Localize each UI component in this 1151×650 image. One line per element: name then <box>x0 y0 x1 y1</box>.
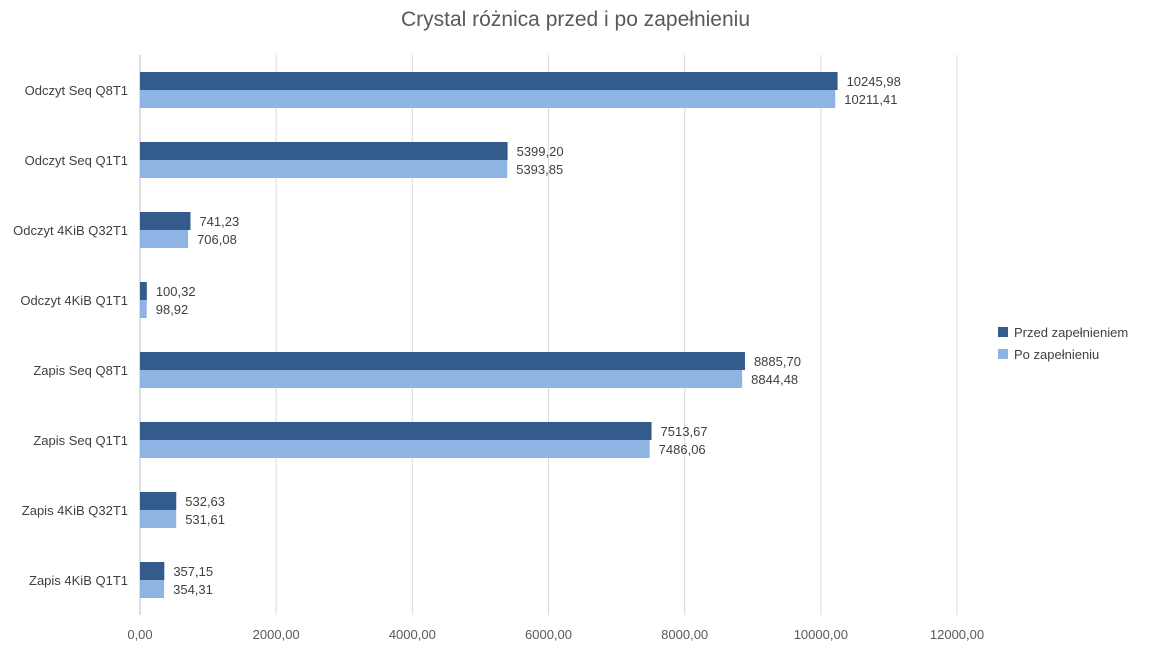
legend-label-series-1: Po zapełnieniu <box>1014 346 1100 362</box>
category-label: Zapis Seq Q1T1 <box>33 433 128 448</box>
x-tick-label: 8000,00 <box>661 627 708 642</box>
bar-series-1[interactable] <box>140 580 165 598</box>
data-label-series-0: 5399,20 <box>517 144 564 159</box>
data-label-series-1: 354,31 <box>173 582 213 597</box>
data-label-series-1: 98,92 <box>156 302 189 317</box>
data-label-series-0: 741,23 <box>199 214 239 229</box>
legend-item-series-0[interactable]: Przed zapełnieniem <box>998 321 1128 343</box>
bar-series-1[interactable] <box>140 90 836 108</box>
data-label-series-0: 10245,98 <box>847 74 901 89</box>
category-label: Zapis 4KiB Q32T1 <box>22 503 128 518</box>
bars <box>140 72 838 598</box>
category-label: Zapis Seq Q8T1 <box>33 363 128 378</box>
bar-series-0[interactable] <box>140 142 508 160</box>
x-tick-label: 0,00 <box>127 627 152 642</box>
x-tick-label: 10000,00 <box>794 627 848 642</box>
x-tick-label: 12000,00 <box>930 627 984 642</box>
chart-title: Crystal różnica przed i po zapełnieniu <box>400 8 750 31</box>
bar-series-0[interactable] <box>140 492 177 510</box>
data-label-series-0: 532,63 <box>185 494 225 509</box>
data-label-series-1: 5393,85 <box>516 162 563 177</box>
category-label: Odczyt 4KiB Q32T1 <box>13 223 128 238</box>
legend: Przed zapełnieniem Po zapełnieniu <box>998 321 1128 365</box>
bar-series-0[interactable] <box>140 422 652 440</box>
bar-series-1[interactable] <box>140 440 650 458</box>
bar-series-1[interactable] <box>140 510 177 528</box>
bar-series-0[interactable] <box>140 352 745 370</box>
x-tick-label: 4000,00 <box>389 627 436 642</box>
category-label: Odczyt 4KiB Q1T1 <box>20 293 128 308</box>
category-label: Odczyt Seq Q8T1 <box>25 83 128 98</box>
legend-swatch-series-1 <box>998 349 1008 359</box>
data-label-series-0: 357,15 <box>173 564 213 579</box>
grid-lines <box>139 55 958 615</box>
legend-label-series-0: Przed zapełnieniem <box>1014 324 1129 340</box>
bar-series-1[interactable] <box>140 160 508 178</box>
labels: 0,00 2000,00 4000,00 6000,00 8000,00 10000,00… <box>13 74 984 642</box>
data-label-series-1: 8844,48 <box>751 372 798 387</box>
data-label-series-1: 10211,41 <box>844 92 897 107</box>
data-label-series-0: 100,32 <box>156 284 196 299</box>
category-label: Odczyt Seq Q1T1 <box>25 153 128 168</box>
bar-series-0[interactable] <box>140 282 147 300</box>
bar-series-0[interactable] <box>140 72 838 90</box>
bar-series-0[interactable] <box>140 562 165 580</box>
legend-item-series-1[interactable]: Po zapełnieniu <box>998 343 1128 365</box>
bar-series-1[interactable] <box>140 230 189 248</box>
data-label-series-1: 7486,06 <box>659 442 706 457</box>
category-label: Zapis 4KiB Q1T1 <box>29 573 128 588</box>
x-tick-label: 6000,00 <box>525 627 572 642</box>
data-label-series-0: 8885,70 <box>754 354 801 369</box>
legend-swatch-series-0 <box>998 327 1008 337</box>
x-tick-label: 2000,00 <box>253 627 300 642</box>
bar-series-0[interactable] <box>140 212 191 230</box>
data-label-series-1: 706,08 <box>197 232 237 247</box>
data-label-series-0: 7513,67 <box>661 424 708 439</box>
data-label-series-1: 531,61 <box>185 512 225 527</box>
bar-series-1[interactable] <box>140 370 743 388</box>
bar-series-1[interactable] <box>140 300 147 318</box>
